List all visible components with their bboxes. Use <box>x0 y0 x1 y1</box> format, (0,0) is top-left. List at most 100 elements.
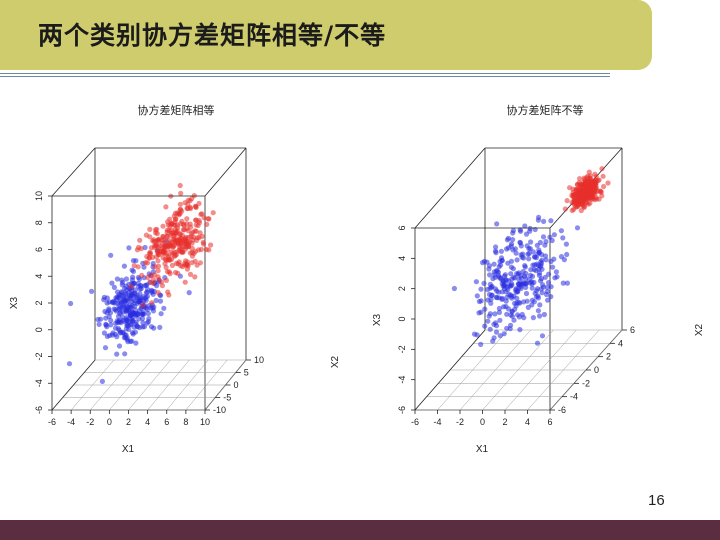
chart1-point <box>155 290 161 296</box>
chart1-point <box>108 252 114 258</box>
chart2-depth-tick-label: -2 <box>582 378 590 388</box>
chart2-zlabel: X2 <box>694 323 705 336</box>
chart2-point <box>486 266 492 272</box>
chart1-point <box>192 258 198 264</box>
chart1-point <box>177 201 183 207</box>
chart2-point <box>496 305 502 312</box>
chart1-point <box>184 259 191 265</box>
chart1-point <box>109 280 115 286</box>
chart1-point <box>155 268 161 274</box>
chart2-depth-tick-label: -4 <box>570 392 578 402</box>
chart2-point <box>525 304 531 310</box>
chart1-point <box>169 262 175 268</box>
chart2-point <box>539 290 545 296</box>
chart2-point <box>514 271 520 277</box>
chart2-point <box>535 308 542 314</box>
chart2-z-tick-label: -6 <box>397 406 407 414</box>
chart1-series-1 <box>66 238 192 384</box>
chart1-point <box>122 351 128 357</box>
chart1-point <box>160 234 166 240</box>
chart2-depth-tick-label: 0 <box>594 365 599 375</box>
chart2-point <box>585 173 591 179</box>
chart2-point <box>577 192 583 198</box>
chart1-point <box>193 222 199 228</box>
chart1-point <box>139 316 146 322</box>
chart1-point <box>173 252 179 258</box>
chart1-point <box>128 283 134 290</box>
divider-line-top <box>0 73 610 74</box>
chart2-point <box>562 206 568 212</box>
chart2-depth-tick-label: 4 <box>618 338 623 348</box>
chart1-point <box>126 245 132 251</box>
chart1-point <box>147 226 153 232</box>
chart1-depth-tick-label: -5 <box>223 393 231 403</box>
chart1-point <box>110 300 116 306</box>
chart2-point <box>476 298 482 305</box>
chart1-point <box>201 215 207 221</box>
chart2-point <box>508 322 514 328</box>
chart2-point <box>509 281 515 287</box>
chart2-point <box>491 261 497 267</box>
chart1-point <box>140 302 146 308</box>
chart1-point <box>116 343 123 349</box>
chart2-title: 协方差矩阵不等 <box>507 103 584 117</box>
chart2-point <box>586 169 592 175</box>
chart2-point <box>513 286 519 292</box>
chart1-point <box>122 285 128 292</box>
chart2-point <box>533 288 540 294</box>
chart2-point <box>505 260 511 266</box>
chart2-point <box>527 228 533 234</box>
chart1-point <box>137 237 143 243</box>
chart1-point <box>187 271 194 277</box>
chart1-point <box>148 287 155 293</box>
chart2-point <box>537 264 543 270</box>
chart1-point <box>190 237 196 243</box>
chart1-point <box>196 235 202 241</box>
chart2-point <box>509 276 515 282</box>
chart2-point <box>561 257 568 263</box>
chart1-x-tick-label: 6 <box>164 417 169 427</box>
chart1-point <box>182 237 189 243</box>
chart2-point <box>576 186 582 192</box>
chart2-point <box>542 242 548 248</box>
chart1-point <box>175 237 181 243</box>
chart2-point <box>486 291 493 298</box>
chart1-point <box>187 250 193 256</box>
chart1-point <box>154 226 160 232</box>
chart2-point <box>520 269 526 275</box>
chart1-point <box>178 190 184 196</box>
chart2-point <box>564 198 570 204</box>
chart1-point <box>164 233 170 239</box>
chart1-x-tick-label: 8 <box>183 417 188 427</box>
chart2-point <box>585 201 592 207</box>
chart2-point <box>546 271 552 277</box>
chart1-point <box>162 261 168 267</box>
chart2-point <box>481 280 487 286</box>
chart1-series-2 <box>128 182 216 308</box>
chart1-point <box>107 310 114 316</box>
chart2-point <box>544 284 550 290</box>
chart1-point <box>150 291 156 297</box>
chart1-point <box>196 218 202 224</box>
chart1-point <box>155 258 161 264</box>
chart2-point <box>516 299 522 305</box>
chart1-point <box>190 229 196 235</box>
chart2-point <box>478 341 484 347</box>
chart2-x-tick-label: -4 <box>433 417 441 427</box>
chart1-x-tick-label: -2 <box>86 417 94 427</box>
chart1-point <box>102 308 108 315</box>
chart1-point <box>123 276 129 282</box>
chart2-point <box>529 285 535 291</box>
chart2-point <box>518 243 524 249</box>
chart1-point <box>116 327 122 333</box>
chart2-point <box>537 313 543 319</box>
chart1-point <box>101 330 107 336</box>
chart2-point <box>548 258 554 265</box>
chart1-point <box>115 313 122 319</box>
chart1-title: 协方差矩阵相等 <box>138 103 215 117</box>
chart1-ylabel: X3 <box>9 296 20 309</box>
chart2-point <box>498 248 504 254</box>
chart1-z-tick-label: 8 <box>34 220 44 225</box>
chart1-x-tick-label: -4 <box>67 417 75 427</box>
chart2-point <box>508 312 514 318</box>
